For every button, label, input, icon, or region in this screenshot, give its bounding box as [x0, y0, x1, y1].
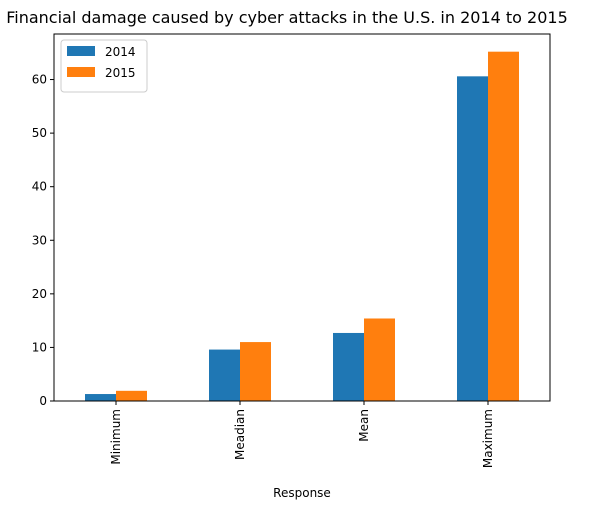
x-tick-label: Minimum: [109, 409, 123, 465]
y-tick-label: 60: [32, 73, 47, 87]
bar-2015-minimum: [116, 390, 147, 401]
legend: 2014 2015: [60, 39, 148, 93]
x-axis: Minimum Meadian Mean Maximum: [109, 401, 495, 468]
y-tick-label: 20: [32, 287, 47, 301]
y-tick-label: 10: [32, 340, 47, 354]
legend-label-2014: 2014: [105, 45, 136, 59]
bar-2014-minimum: [85, 394, 116, 401]
chart-title: Financial damage caused by cyber attacks…: [6, 8, 568, 27]
bars-group: [85, 51, 519, 402]
bar-2015-meadian: [240, 342, 271, 401]
bar-2015-maximum: [488, 51, 519, 402]
y-tick-label: 30: [32, 233, 47, 247]
x-tick-label: Maximum: [481, 409, 495, 468]
y-tick-label: 40: [32, 180, 47, 194]
x-tick-label: Meadian: [233, 409, 247, 460]
legend-swatch-2015: [67, 67, 95, 77]
plot-frame: [53, 33, 551, 402]
legend-swatch-2014: [67, 46, 95, 56]
legend-label-2015: 2015: [105, 66, 136, 80]
bar-2014-mean: [333, 332, 364, 401]
bar-2014-maximum: [457, 76, 488, 401]
y-tick-label: 50: [32, 126, 47, 140]
bar-2015-mean: [364, 318, 395, 401]
x-tick-label: Mean: [357, 409, 371, 442]
x-axis-label: Response: [273, 486, 331, 500]
y-axis: 0 10 20 30 40 50 60: [32, 73, 54, 408]
y-tick-label: 0: [39, 394, 47, 408]
bar-2014-meadian: [209, 349, 240, 401]
